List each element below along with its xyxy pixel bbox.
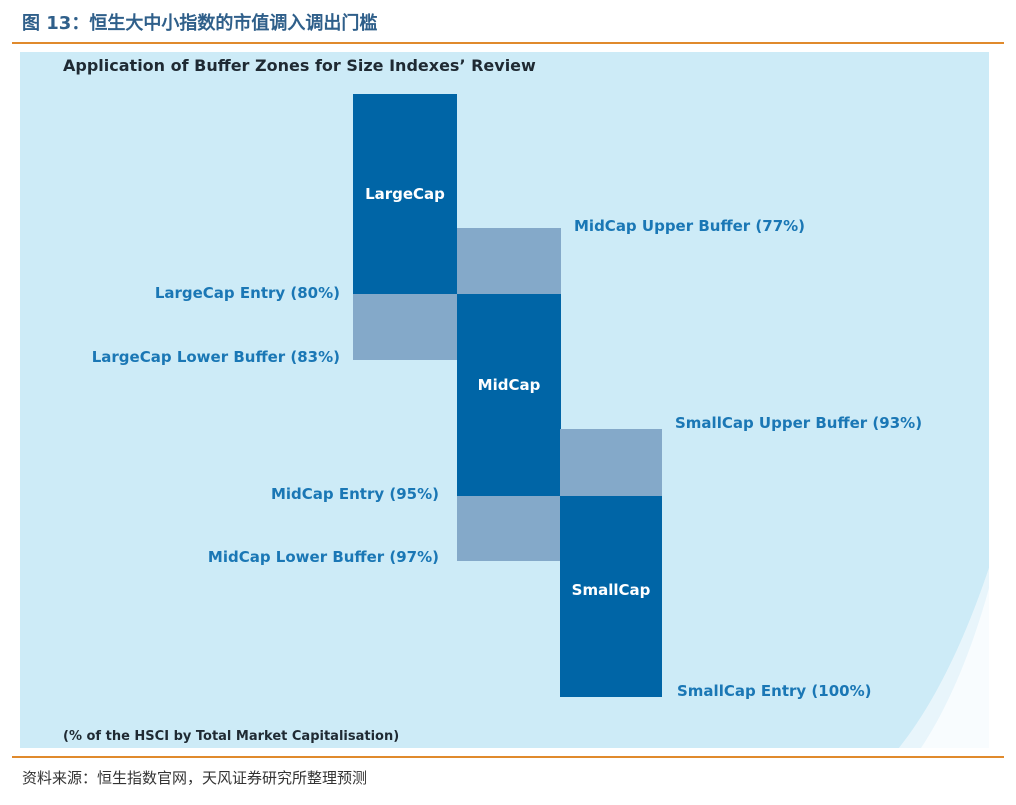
- smallcap-entry-label: SmallCap Entry (100%): [677, 682, 872, 700]
- panel-title: Application of Buffer Zones for Size Ind…: [63, 56, 536, 75]
- smallcap-upper-buffer-block: [560, 429, 662, 496]
- largecap-lower-buffer-block: [353, 294, 457, 360]
- largecap-lower-buffer-label: LargeCap Lower Buffer (83%): [91, 348, 340, 366]
- top-rule: [12, 42, 1004, 44]
- corner-swoosh: [899, 568, 989, 748]
- source-note: 资料来源：恒生指数官网，天风证券研究所整理预测: [22, 769, 368, 787]
- diagram-panel: Application of Buffer Zones for Size Ind…: [20, 52, 989, 748]
- midcap-entry-label: MidCap Entry (95%): [270, 485, 439, 503]
- largecap-block: LargeCap: [353, 94, 457, 294]
- largecap-label: LargeCap: [365, 185, 445, 203]
- smallcap-upper-buffer-label: SmallCap Upper Buffer (93%): [675, 414, 923, 432]
- smallcap-block: SmallCap: [560, 496, 662, 697]
- midcap-label: MidCap: [477, 376, 541, 394]
- midcap-lower-buffer-block: [457, 496, 561, 561]
- largecap-entry-label: LargeCap Entry (80%): [154, 284, 340, 302]
- midcap-upper-buffer-label: MidCap Upper Buffer (77%): [574, 217, 806, 235]
- midcap-block: MidCap: [457, 294, 561, 496]
- midcap-upper-buffer-block: [457, 228, 561, 294]
- figure-title: 图 13：恒生大中小指数的市值调入调出门槛: [22, 13, 378, 34]
- bottom-rule: [12, 756, 1004, 758]
- axis-note: (% of the HSCI by Total Market Capitalis…: [63, 729, 400, 744]
- midcap-lower-buffer-label: MidCap Lower Buffer (97%): [207, 548, 439, 566]
- smallcap-label: SmallCap: [571, 581, 651, 599]
